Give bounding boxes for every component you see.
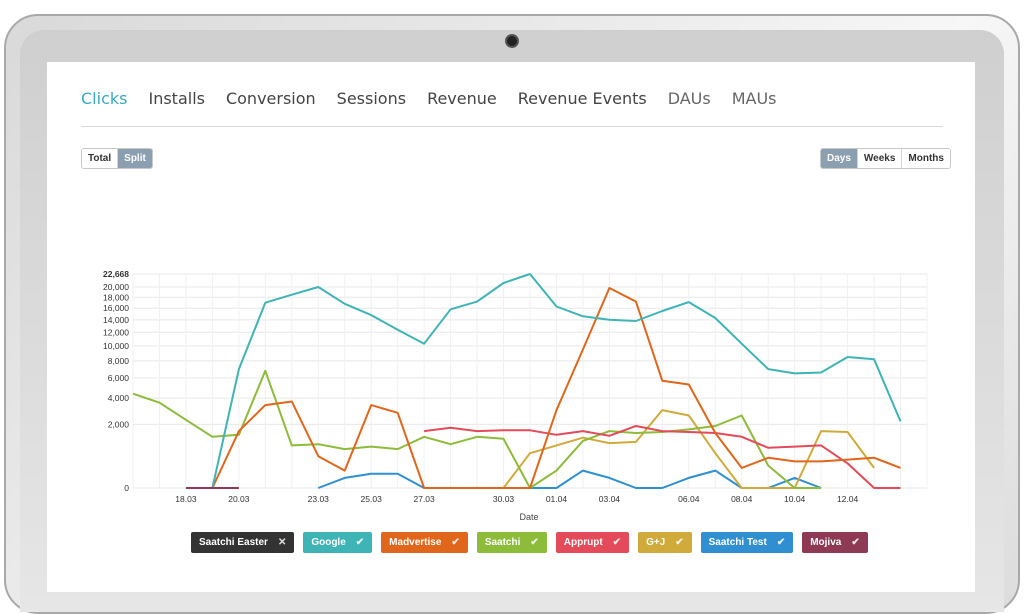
legend-item-saatchi-test[interactable]: Saatchi Test ✔ [700, 532, 794, 553]
days-button[interactable]: Days [821, 149, 858, 168]
legend-item-saatchi[interactable]: Saatchi ✔ [476, 532, 547, 553]
tab-clicks[interactable]: Clicks [81, 89, 128, 108]
series-line-apprupt [423, 425, 901, 489]
tab-revenue-events[interactable]: Revenue Events [517, 89, 647, 108]
series-line-madvertise [211, 287, 901, 489]
x-tick-label: 30.03 [493, 494, 515, 504]
tab-maus[interactable]: MAUs [731, 89, 777, 108]
x-tick-label: 03.04 [599, 494, 621, 504]
x-tick-label: 23.03 [308, 494, 330, 504]
tab-daus[interactable]: DAUs [667, 89, 711, 108]
tab-conversion[interactable]: Conversion [225, 89, 316, 108]
series-line-google [211, 273, 902, 489]
y-tick-label: 12,000 [103, 327, 129, 337]
view-toggle: Total Split [81, 148, 153, 169]
legend-label: G+J [646, 537, 666, 548]
tab-sessions[interactable]: Sessions [336, 89, 407, 108]
legend-item-mojiva[interactable]: Mojiva ✔ [802, 532, 868, 553]
months-button[interactable]: Months [902, 149, 950, 168]
y-tick-label: 0 [124, 483, 129, 493]
legend-label: Apprupt [563, 537, 603, 548]
series-line-saatchi [132, 369, 822, 489]
x-tick-label: 27.03 [413, 494, 435, 504]
x-tick-label: 10.04 [784, 494, 806, 504]
y-tick-label: 16,000 [103, 303, 129, 313]
webcam-icon [505, 34, 519, 48]
y-tick-label: 22,668 [103, 269, 129, 279]
series-line-g-j [424, 409, 875, 489]
y-tick-label: 4,000 [108, 393, 130, 403]
legend-item-g-j[interactable]: G+J ✔ [638, 532, 692, 553]
weeks-button[interactable]: Weeks [857, 149, 903, 168]
legend-item-apprupt[interactable]: Apprupt ✔ [555, 532, 630, 553]
checkmark-icon: ✔ [675, 537, 684, 548]
x-axis-title: Date [519, 512, 538, 522]
metric-tabs: Clicks Installs Conversion Sessions Reve… [81, 89, 798, 108]
y-tick-label: 2,000 [108, 419, 130, 429]
legend-label: Mojiva [810, 537, 842, 548]
laptop-frame: Clicks Installs Conversion Sessions Reve… [4, 14, 1020, 614]
y-tick-label: 14,000 [103, 315, 129, 325]
legend-item-google[interactable]: Google ✔ [303, 532, 373, 553]
legend-label: Saatchi [484, 537, 521, 548]
checkmark-icon: ✔ [851, 537, 860, 548]
series-line-saatchi-test [317, 469, 822, 489]
legend-label: Madvertise [389, 537, 442, 548]
x-tick-label: 25.03 [361, 494, 383, 504]
tab-installs[interactable]: Installs [148, 89, 205, 108]
tabs-divider [81, 126, 943, 127]
clicks-line-chart: 0 2,000 4,000 6,000 8,000 10,000 12,000 14,000 1… [103, 269, 928, 522]
y-axis-ticks: 0 2,000 4,000 6,000 8,000 10,000 12,000 14,000 1… [103, 269, 129, 493]
checkmark-icon: ✔ [451, 537, 460, 548]
split-button[interactable]: Split [118, 149, 152, 168]
x-tick-label: 08.04 [731, 494, 753, 504]
analytics-screen: Clicks Installs Conversion Sessions Reve… [47, 62, 975, 592]
legend-label: Saatchi Easter [199, 537, 268, 548]
checkmark-icon: ✔ [612, 537, 622, 548]
x-tick-label: 06.04 [678, 494, 700, 504]
tab-revenue[interactable]: Revenue [427, 89, 497, 108]
x-tick-label: 18.03 [175, 494, 197, 504]
x-tick-label: 20.03 [228, 494, 250, 504]
checkmark-icon: ✔ [355, 537, 365, 548]
x-tick-label: 12.04 [837, 494, 859, 504]
y-tick-label: 6,000 [108, 373, 130, 383]
x-axis-ticks: 18.03 20.03 23.03 25.03 27.03 30.03 01.04 03.04… [175, 494, 858, 504]
chart-series-lines [132, 273, 902, 489]
y-tick-label: 10,000 [103, 341, 129, 351]
checkmark-icon: ✔ [530, 537, 539, 548]
legend-label: Google [311, 537, 346, 548]
close-icon: ✕ [277, 537, 287, 548]
total-button[interactable]: Total [82, 149, 119, 168]
chart-grid [132, 273, 928, 489]
checkmark-icon: ✔ [776, 537, 786, 548]
chart-legend: Saatchi Easter ✕ Google ✔ Madvertise ✔ Saatchi… [191, 532, 877, 553]
y-tick-label: 20,000 [103, 282, 129, 292]
y-tick-label: 8,000 [108, 356, 130, 366]
x-tick-label: 01.04 [546, 494, 568, 504]
legend-item-saatchi-easter[interactable]: Saatchi Easter ✕ [191, 532, 295, 553]
legend-label: Saatchi Test [708, 537, 767, 548]
period-toggle: Days Weeks Months [820, 148, 951, 169]
legend-item-madvertise[interactable]: Madvertise ✔ [381, 532, 468, 553]
y-tick-label: 18,000 [103, 292, 129, 302]
